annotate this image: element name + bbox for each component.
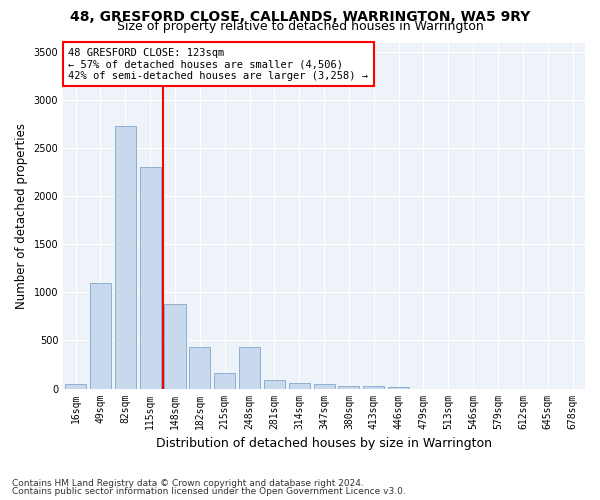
Text: 48, GRESFORD CLOSE, CALLANDS, WARRINGTON, WA5 9RY: 48, GRESFORD CLOSE, CALLANDS, WARRINGTON…	[70, 10, 530, 24]
X-axis label: Distribution of detached houses by size in Warrington: Distribution of detached houses by size …	[156, 437, 492, 450]
Text: Contains HM Land Registry data © Crown copyright and database right 2024.: Contains HM Land Registry data © Crown c…	[12, 478, 364, 488]
Bar	[115, 126, 136, 388]
Text: Contains public sector information licensed under the Open Government Licence v3: Contains public sector information licen…	[12, 487, 406, 496]
Bar	[289, 383, 310, 388]
Bar	[65, 384, 86, 388]
Text: Size of property relative to detached houses in Warrington: Size of property relative to detached ho…	[116, 20, 484, 33]
Bar	[189, 347, 211, 389]
Bar	[314, 384, 335, 388]
Bar	[264, 380, 285, 388]
Bar	[363, 386, 385, 388]
Bar	[239, 347, 260, 389]
Bar	[388, 386, 409, 388]
Bar	[214, 372, 235, 388]
Bar	[140, 168, 161, 388]
Bar	[90, 283, 111, 389]
Bar	[164, 304, 185, 388]
Y-axis label: Number of detached properties: Number of detached properties	[15, 122, 28, 308]
Bar	[338, 386, 359, 388]
Text: 48 GRESFORD CLOSE: 123sqm
← 57% of detached houses are smaller (4,506)
42% of se: 48 GRESFORD CLOSE: 123sqm ← 57% of detac…	[68, 48, 368, 81]
